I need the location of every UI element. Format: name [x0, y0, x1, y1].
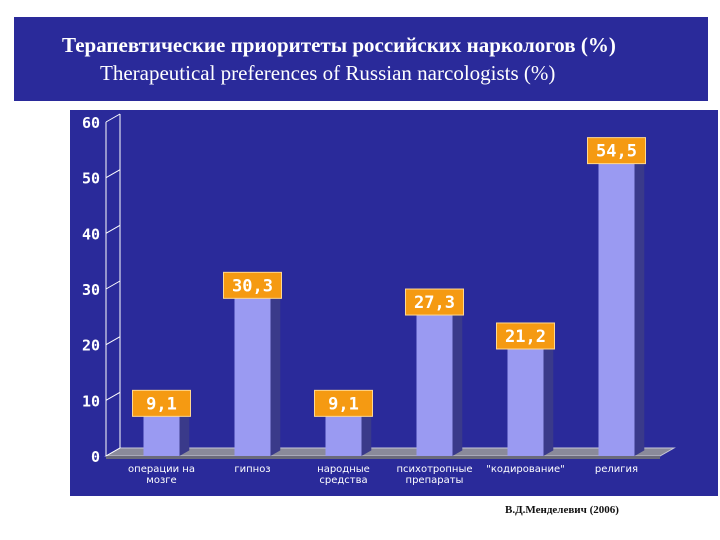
category-label-5: религия	[595, 464, 638, 475]
y-tick-50	[105, 169, 121, 179]
data-label-box-3	[405, 288, 464, 316]
y-tick-label-20: 20	[82, 337, 100, 355]
chart-floor	[104, 447, 676, 457]
bar-4	[507, 337, 544, 456]
category-label-2: народные	[317, 464, 370, 475]
data-label-box-5	[587, 137, 646, 165]
category-label-0: операции на	[128, 464, 195, 475]
data-label-1: 30,3	[232, 276, 273, 296]
data-label-box-4	[496, 322, 555, 350]
bar-1	[234, 287, 271, 456]
data-label-2: 9,1	[328, 394, 359, 414]
data-label-0: 9,1	[146, 394, 177, 414]
category-label-4: "кодирование"	[486, 464, 564, 475]
y-tick-label-60: 60	[82, 114, 100, 132]
y-tick-60	[105, 113, 121, 123]
data-label-box-2	[314, 389, 373, 417]
y-tick-label-10: 10	[82, 392, 100, 410]
source-credit: В.Д.Менделевич (2006)	[505, 504, 619, 516]
y-tick-30	[105, 280, 121, 290]
category-label-0-line-2: мозге	[146, 475, 176, 486]
data-label-box-1	[223, 271, 282, 299]
bar-side-4	[543, 332, 554, 456]
y-tick-0	[105, 447, 121, 457]
chart-title-russian: Терапевтические приоритеты российских на…	[62, 33, 616, 57]
bar-side-1	[270, 281, 281, 456]
y-tick-20	[105, 336, 121, 346]
category-label-3-line-2: препараты	[406, 475, 464, 486]
category-label-2-line-2: средства	[319, 475, 367, 486]
data-label-box-0	[132, 389, 191, 417]
bar-3	[416, 304, 453, 456]
bar-side-5	[634, 147, 645, 456]
y-tick-40	[105, 224, 121, 234]
chart-title-english: Therapeutical preferences of Russian nar…	[100, 61, 556, 85]
y-tick-10	[105, 391, 121, 401]
y-tick-label-30: 30	[82, 281, 100, 299]
data-label-4: 21,2	[505, 327, 546, 347]
title-banner: Терапевтические приоритеты российских на…	[14, 17, 708, 101]
data-label-3: 27,3	[414, 293, 455, 313]
chart-panel: 0 10 20 30 40 50 60 9,1 операции на мозге 30,3 гипн…	[70, 110, 718, 496]
category-label-1: гипноз	[234, 464, 270, 475]
bar-side-3	[452, 298, 463, 456]
y-tick-label-40: 40	[82, 225, 100, 243]
y-tick-label-0: 0	[91, 448, 100, 466]
y-tick-label-50: 50	[82, 170, 100, 188]
chart-floor-edge	[106, 456, 660, 459]
data-label-5: 54,5	[596, 142, 637, 162]
bar-5	[598, 152, 635, 456]
category-label-3: психотропные	[397, 464, 473, 475]
